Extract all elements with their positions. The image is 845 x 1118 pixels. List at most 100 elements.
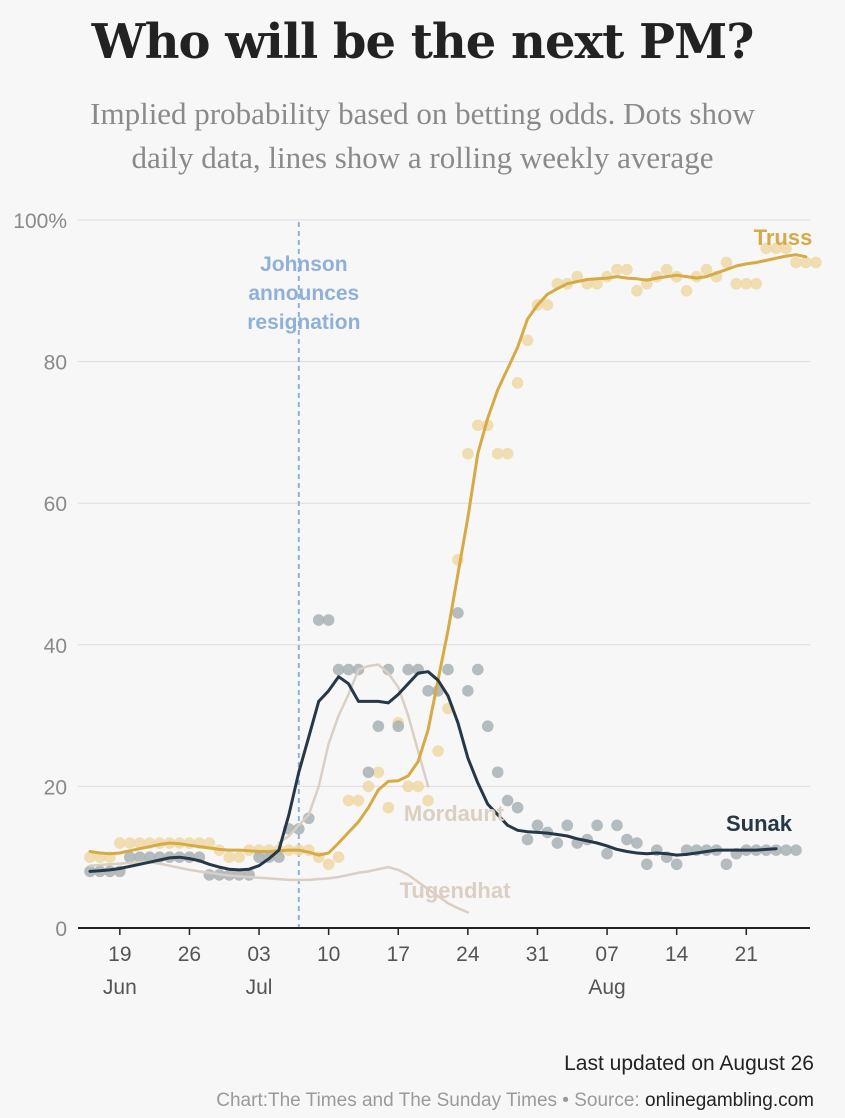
grid-lines [78, 219, 810, 787]
sunak-daily-dot [372, 720, 385, 733]
credit-source-link[interactable]: onlinegambling.com [645, 1090, 814, 1111]
truss-daily-dot [541, 299, 554, 311]
x-axis: 19 Jun 26 03 Jul 10 17 24 31 07 Aug 14 21 [78, 927, 810, 999]
truss-daily-dot [680, 285, 693, 297]
truss-daily-dot [84, 851, 96, 863]
sunak-daily-dot [293, 823, 305, 835]
truss-daily-dot [382, 801, 395, 814]
x-tick-label: 26 [178, 943, 201, 966]
subtitle-line-1: Implied probability based on betting odd… [90, 96, 755, 131]
sunak-daily-dot [123, 851, 136, 863]
truss-daily-dot [511, 377, 524, 389]
sunak-daily-dot [392, 720, 405, 733]
truss-daily-dot [780, 242, 792, 255]
truss-daily-dot [332, 851, 345, 863]
y-tick-label: 20 [44, 776, 67, 799]
daily-dots [84, 242, 822, 881]
sunak-daily-dot [481, 720, 494, 733]
truss-daily-dot [750, 277, 763, 290]
sunak-daily-dot [472, 663, 484, 676]
sunak-daily-dot [342, 663, 355, 676]
truss-daily-dot [660, 263, 673, 276]
truss-daily-dot [720, 256, 733, 269]
x-tick-label: 07 [595, 943, 618, 966]
series-labels: Truss Sunak Mordaunt Tugendhat [400, 225, 813, 903]
sunak-daily-dot [312, 614, 325, 626]
sunak-daily-dot [631, 837, 643, 849]
sunak-daily-dot [382, 663, 395, 676]
sunak-daily-dot [302, 812, 315, 825]
truss-daily-dot [402, 780, 414, 793]
truss-daily-dot [422, 794, 434, 807]
x-tick-label: 14 [665, 943, 689, 966]
x-tick-label: 24 [456, 943, 480, 966]
truss-daily-dot [462, 447, 474, 460]
x-month-label: Aug [588, 976, 625, 999]
x-tick-label: 19 [108, 943, 131, 966]
sunak-daily-dot [203, 869, 216, 881]
sunak-daily-dot [501, 794, 514, 807]
truss-average-line [88, 253, 808, 857]
sunak-daily-dot [521, 833, 534, 846]
truss-daily-dot [501, 447, 514, 460]
sunak-daily-dot [233, 869, 245, 881]
credit-line: Chart:The Times and The Sunday Times • S… [216, 1090, 814, 1112]
annotation-text: resignation [247, 311, 360, 334]
x-tick-label: 17 [387, 943, 410, 966]
sunak-daily-dot [402, 663, 414, 676]
x-tick-label: 21 [735, 943, 758, 966]
truss-daily-dot [700, 263, 713, 276]
truss-daily-dot [203, 837, 216, 849]
y-tick-label: 0 [55, 918, 67, 941]
truss-daily-dot [432, 745, 444, 757]
truss-daily-dot [591, 277, 603, 290]
truss-daily-dot [611, 263, 623, 276]
y-tick-label: 80 [44, 352, 67, 375]
truss-label: Truss [754, 225, 813, 250]
truss-daily-dot [521, 334, 534, 347]
truss-daily-dot [472, 419, 484, 432]
x-tick-label: 03 [247, 943, 270, 966]
sunak-daily-dot [790, 844, 802, 856]
sunak-daily-dot [442, 663, 454, 676]
truss-daily-dot [760, 242, 772, 255]
sunak-daily-dot [720, 858, 733, 871]
sunak-daily-dot [452, 607, 464, 619]
x-month-label: Jul [246, 976, 273, 999]
sunak-daily-dot [780, 844, 792, 856]
mordaunt-label: Mordaunt [404, 801, 505, 826]
truss-daily-dot [740, 277, 753, 290]
sunak-daily-dot [491, 766, 504, 779]
mordaunt-average-line [277, 663, 430, 845]
truss-daily-dot [631, 285, 643, 297]
x-tick-label: 31 [526, 943, 549, 966]
truss-daily-dot [114, 837, 126, 849]
annotation-text: announces [248, 282, 359, 305]
truss-daily-dot [412, 780, 424, 793]
sunak-daily-dot [670, 858, 683, 871]
sunak-daily-dot [531, 819, 544, 832]
x-month-label: Jun [103, 976, 137, 999]
sunak-daily-dot [551, 837, 564, 849]
truss-daily-dot [133, 837, 146, 849]
truss-daily-dot [790, 256, 802, 269]
sunak-daily-dot [332, 663, 345, 676]
truss-daily-dot [322, 858, 335, 871]
truss-daily-dot [621, 263, 633, 276]
sunak-daily-dot [621, 833, 633, 846]
y-axis-ticks: 0 20 40 60 80 100% [13, 210, 67, 941]
sunak-label: Sunak [726, 811, 793, 836]
chart-subtitle: Implied probability based on betting odd… [20, 92, 825, 180]
truss-daily-dot [730, 277, 743, 290]
sunak-daily-dot [611, 819, 623, 832]
sunak-daily-dot [591, 819, 603, 832]
truss-daily-dot [223, 851, 236, 863]
truss-daily-dot [123, 837, 136, 849]
weekly-average-lines [88, 253, 808, 914]
chart-area: 0 20 40 60 80 100% Johnson announces resignatio… [13, 210, 822, 999]
sunak-daily-dot [362, 766, 375, 779]
x-tick-label: 10 [317, 943, 340, 966]
truss-daily-dot [810, 256, 822, 269]
sunak-daily-dot [462, 685, 474, 697]
sunak-daily-dot [561, 819, 574, 832]
